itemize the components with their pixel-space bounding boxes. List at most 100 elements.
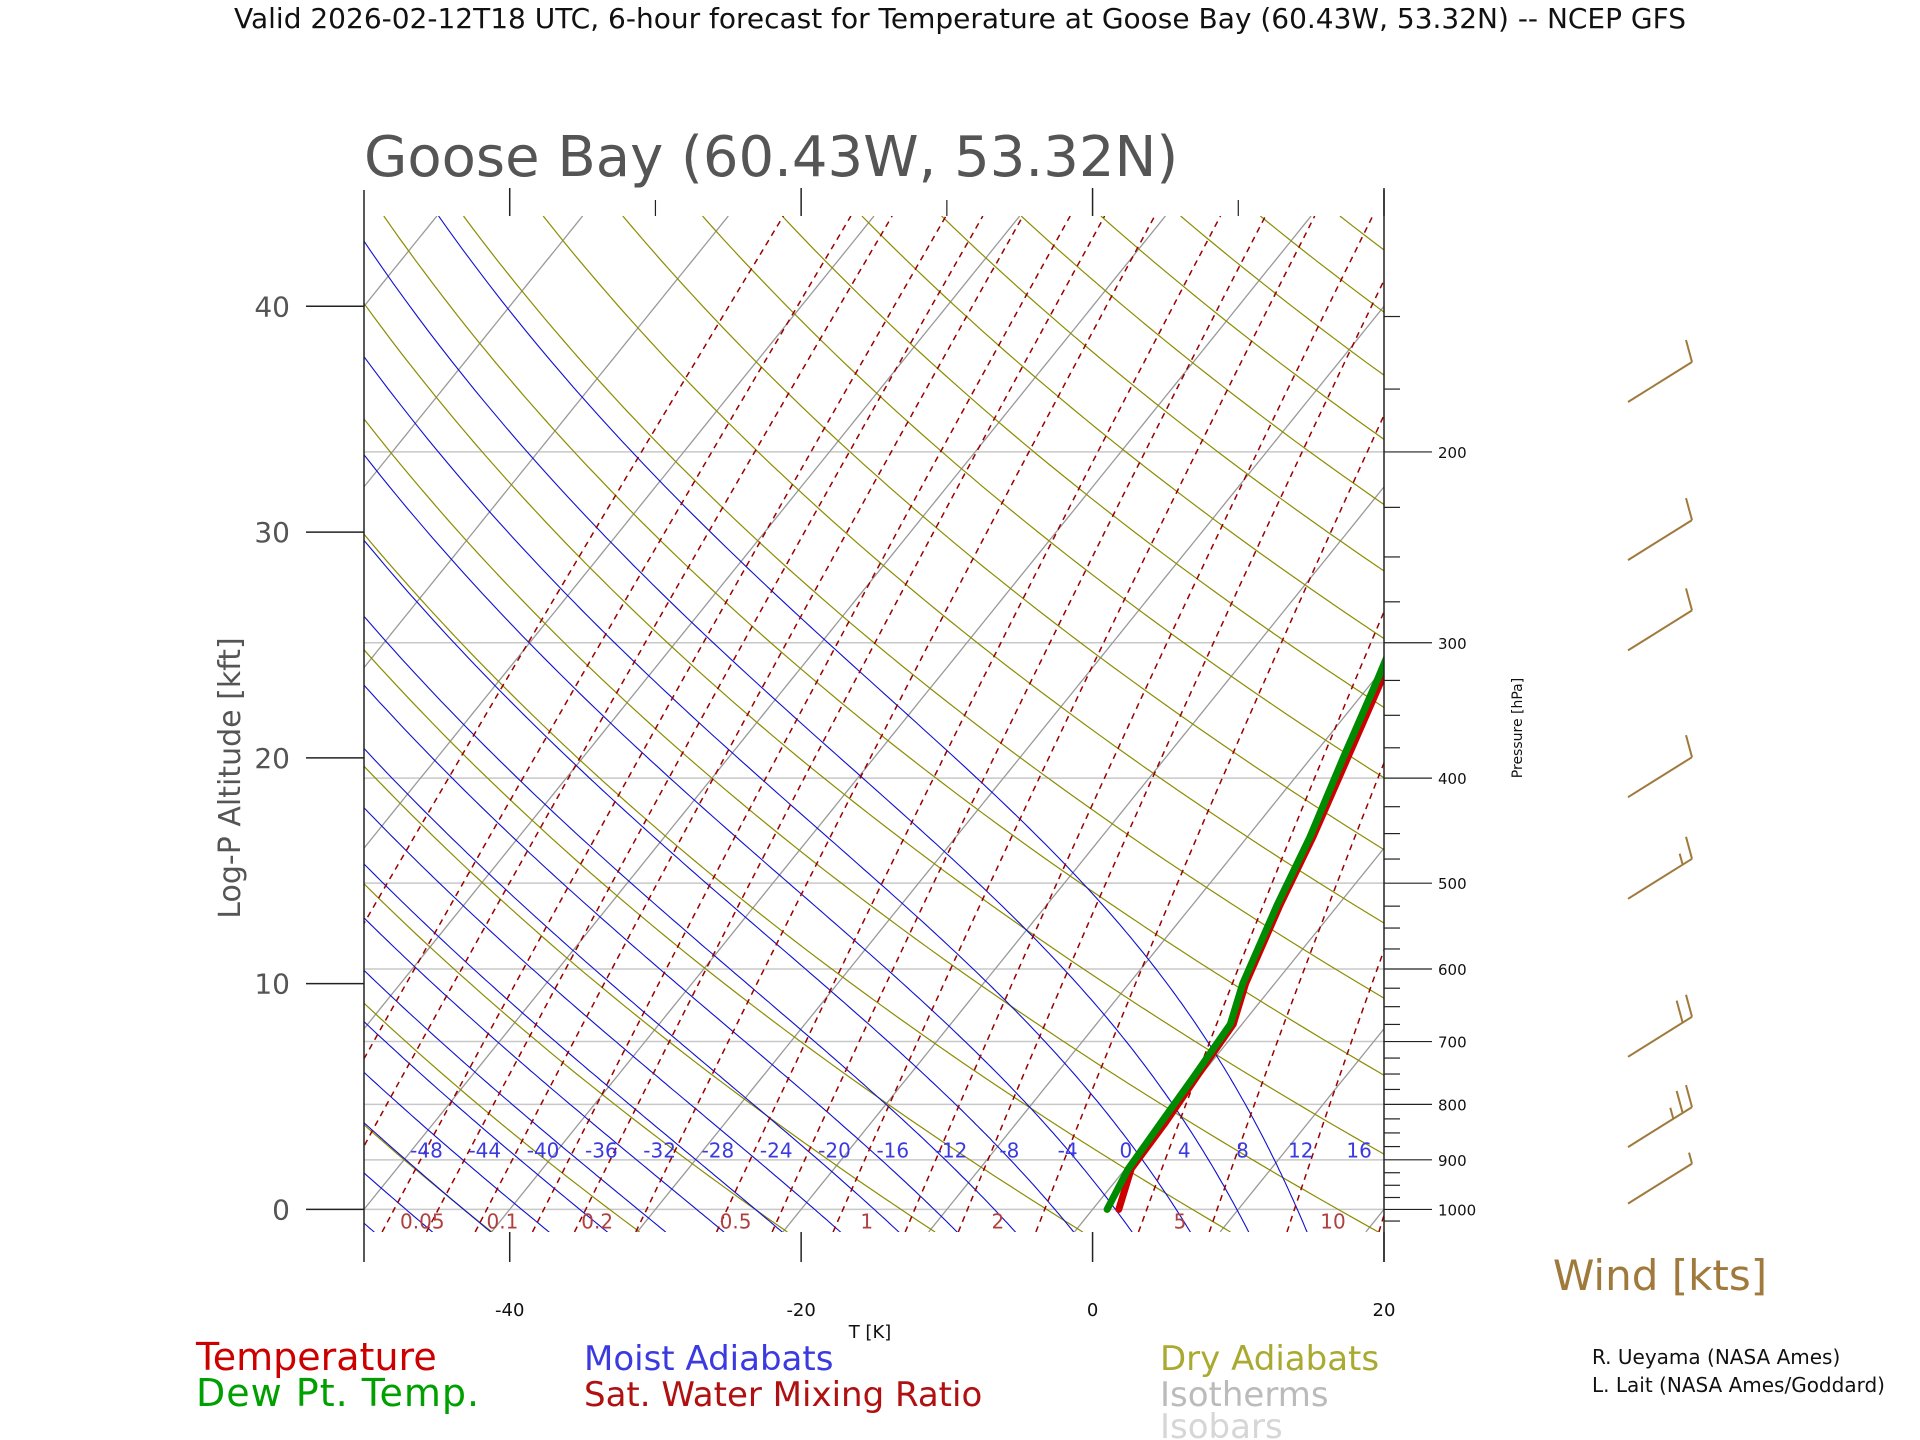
mixing-ratio-line bbox=[957, 278, 1384, 1232]
wind-barb bbox=[1627, 339, 1693, 403]
wind-barb-flag bbox=[1685, 1084, 1693, 1108]
moist-adiabat-label: -48 bbox=[410, 1139, 443, 1163]
wind-barb-half bbox=[1669, 1107, 1675, 1120]
wind-barb-staff bbox=[1627, 857, 1693, 900]
pressure-tick-label: 400 bbox=[1438, 770, 1467, 788]
legend-isotherms: Isotherms bbox=[1160, 1375, 1329, 1415]
x-tick-label: -20 bbox=[786, 1300, 815, 1321]
isotherm-line bbox=[490, 216, 1312, 1232]
isotherm-line bbox=[1219, 1027, 1384, 1232]
isotherm-line bbox=[364, 216, 875, 850]
moist-adiabat-line bbox=[364, 539, 1075, 1232]
moist-adiabat-line bbox=[437, 216, 1308, 1232]
dry-adiabat-line bbox=[1100, 216, 1384, 441]
dry-adiabat-line bbox=[1020, 216, 1384, 506]
moist-adiabat-label: -12 bbox=[935, 1139, 968, 1163]
dry-adiabat-line bbox=[941, 216, 1384, 572]
moist-adiabat-label: -36 bbox=[585, 1139, 618, 1163]
moist-adiabat-line bbox=[364, 969, 667, 1232]
wind-barb-staff bbox=[1627, 1106, 1693, 1148]
mixing-ratio-line bbox=[1544, 216, 1875, 1232]
legend-dry: Dry Adiabats bbox=[1160, 1339, 1379, 1379]
moist-adiabat-line bbox=[364, 806, 842, 1232]
moist-adiabat-lines bbox=[364, 216, 1308, 1232]
legend-temperature: Temperature bbox=[195, 1335, 437, 1379]
legend: Temperature Dew Pt. Temp. Moist Adiabats… bbox=[195, 1335, 1379, 1440]
mixing-ratio-line bbox=[531, 216, 1071, 1232]
isotherm-line bbox=[636, 305, 1384, 1232]
x-tick-label: 20 bbox=[1373, 1300, 1396, 1321]
mixing-ratio-line bbox=[1378, 1212, 1384, 1232]
dry-adiabat-line bbox=[364, 882, 788, 1232]
mixing-ratio-line bbox=[364, 216, 785, 925]
y-axis-label: Log-P Altitude [kft] bbox=[213, 637, 248, 918]
isotherm-line bbox=[1512, 216, 1920, 1232]
dry-adiabat-line bbox=[1420, 216, 1920, 1232]
wind-barb bbox=[1627, 836, 1693, 900]
moist-adiabat-line bbox=[364, 917, 725, 1232]
sounding-profiles bbox=[1103, 654, 1384, 1213]
mixing-ratio-label: 0.5 bbox=[720, 1210, 752, 1234]
mixing-ratio-line bbox=[1208, 760, 1384, 1232]
wind-barb-staff bbox=[1627, 756, 1693, 799]
wind-barb-flag bbox=[1685, 994, 1693, 1018]
dry-adiabat-line bbox=[622, 216, 1384, 851]
station-title: Goose Bay (60.43W, 53.32N) bbox=[364, 125, 1178, 190]
mixing-ratio-line bbox=[832, 216, 1316, 1232]
y-tick-label: 30 bbox=[254, 516, 290, 549]
moist-adiabat-label: 8 bbox=[1236, 1139, 1249, 1163]
legend-moist: Moist Adiabats bbox=[584, 1339, 833, 1379]
moist-adiabat-line bbox=[364, 684, 958, 1232]
wind-barb-half bbox=[1688, 1152, 1693, 1164]
wind-barbs bbox=[1627, 339, 1693, 1205]
wind-barb-flag bbox=[1685, 339, 1693, 363]
mixing-ratio-label: 0.2 bbox=[581, 1210, 613, 1234]
moist-adiabat-line bbox=[364, 615, 1017, 1232]
wind-barb-staff bbox=[1627, 361, 1693, 403]
dry-adiabat-line bbox=[364, 648, 1084, 1232]
moist-adiabat-line bbox=[364, 1121, 492, 1232]
mixing-ratio-line bbox=[364, 216, 852, 1061]
dry-adiabat-line bbox=[364, 765, 936, 1232]
dry-adiabat-line bbox=[1579, 216, 1920, 1232]
mixing-ratio-line bbox=[715, 216, 1222, 1232]
isotherm-line bbox=[1365, 1208, 1384, 1232]
moist-adiabat-label: -32 bbox=[643, 1139, 676, 1163]
dry-adiabat-line bbox=[1180, 216, 1384, 376]
isobar-lines bbox=[364, 451, 1384, 1211]
moist-adiabat-label: -44 bbox=[468, 1139, 501, 1163]
mixing-ratio-line bbox=[1446, 216, 1800, 1232]
credit-1: R. Ueyama (NASA Ames) bbox=[1592, 1345, 1840, 1369]
wind-barb-flag bbox=[1675, 1000, 1684, 1023]
dry-adiabat-line bbox=[364, 1002, 640, 1232]
wind-barb bbox=[1627, 1084, 1693, 1148]
isotherm-line bbox=[364, 216, 729, 669]
wind-barb bbox=[1627, 734, 1693, 799]
dry-adiabat-line bbox=[364, 533, 1231, 1232]
dry-adiabat-line bbox=[542, 216, 1384, 924]
mixing-ratio-label: 10 bbox=[1320, 1210, 1345, 1234]
moist-adiabat-line bbox=[364, 1071, 550, 1232]
wind-label: Wind [kts] bbox=[1553, 1251, 1767, 1300]
x-axis-label: T [K] bbox=[848, 1322, 892, 1343]
mixing-ratio-line bbox=[904, 216, 1374, 1232]
dry-adiabat-line bbox=[702, 216, 1384, 779]
isotherm-line bbox=[928, 666, 1384, 1232]
pressure-tick-label: 200 bbox=[1438, 444, 1467, 462]
dewpoint-profile bbox=[1103, 654, 1384, 1213]
pressure-tick-label: 500 bbox=[1438, 875, 1467, 893]
moist-adiabat-label: -16 bbox=[876, 1139, 909, 1163]
dry-adiabat-line bbox=[861, 216, 1384, 640]
wind-barb-flag bbox=[1685, 734, 1693, 758]
wind-barb-staff bbox=[1627, 1162, 1693, 1205]
wind-barb bbox=[1627, 497, 1693, 561]
mixing-ratio-line bbox=[381, 216, 947, 1232]
isotherm-line bbox=[1073, 847, 1384, 1232]
mixing-ratio-line bbox=[1286, 947, 1384, 1232]
dry-adiabat-line bbox=[781, 216, 1384, 709]
wind-barb-flag bbox=[1685, 836, 1693, 860]
moist-adiabat-label: 4 bbox=[1178, 1139, 1191, 1163]
dry-adiabat-line bbox=[383, 216, 1384, 1076]
header-text: Valid 2026-02-12T18 UTC, 6-hour forecast… bbox=[234, 2, 1686, 35]
